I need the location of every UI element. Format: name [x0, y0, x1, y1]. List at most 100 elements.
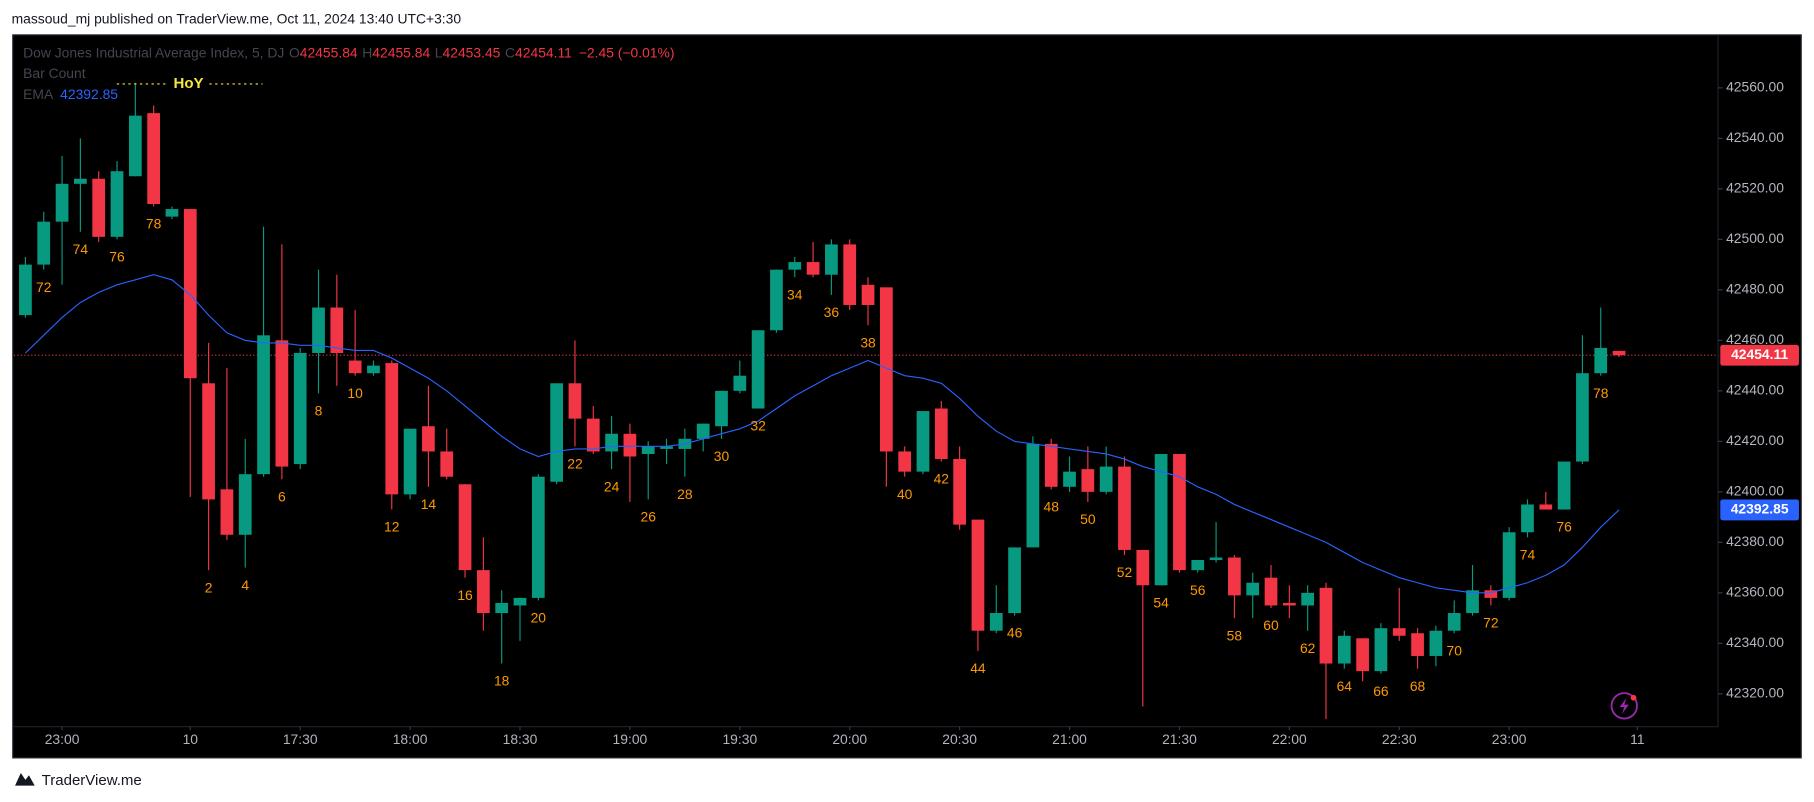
candle-body	[1594, 347, 1608, 374]
y-tick-label: 42380.00	[1726, 533, 1784, 549]
candle-body	[92, 178, 106, 237]
candle-body	[1301, 592, 1315, 606]
bar-count-label: 38	[860, 334, 876, 350]
candle-body	[1246, 582, 1260, 596]
candle-body	[550, 383, 563, 482]
candle-body	[1484, 590, 1498, 598]
bar-count-label: 70	[1446, 642, 1462, 658]
chart-panel	[12, 34, 1802, 759]
candle-body	[1374, 628, 1388, 672]
y-tick-label: 42440.00	[1726, 382, 1784, 398]
candle-body	[586, 418, 600, 452]
candle-body	[513, 597, 527, 606]
candle-body	[238, 474, 252, 535]
candle-body	[843, 244, 857, 306]
bar-count-label: 72	[1483, 615, 1499, 631]
bar-count-label: 10	[347, 385, 363, 401]
legend-ema-name: EMA	[23, 86, 54, 102]
x-tick-label: 20:30	[942, 731, 977, 747]
candle-body	[1044, 443, 1058, 487]
bar-count-label: 50	[1080, 511, 1096, 527]
candle-body	[110, 171, 124, 237]
candle-body	[1337, 635, 1351, 664]
x-tick-label: 23:00	[1492, 731, 1527, 747]
candle-body	[1557, 461, 1571, 510]
candle-body	[367, 365, 380, 374]
price-tag-close-text: 42454.11	[1731, 346, 1788, 362]
legend-bar-count: Bar Count	[23, 65, 86, 81]
candle-body	[623, 433, 637, 457]
bar-count-label: 46	[1007, 625, 1023, 641]
bar-count-label: 4	[241, 577, 249, 593]
bar-count-label: 20	[531, 610, 547, 626]
bar-count-label: 64	[1337, 678, 1353, 694]
candle-body	[1191, 560, 1205, 571]
bar-count-label: 8	[315, 403, 323, 419]
bar-count-label: 22	[567, 456, 583, 472]
candle-body	[770, 269, 783, 331]
candle-body	[1539, 504, 1553, 510]
x-tick-label: 18:30	[503, 731, 538, 747]
bar-count-label: 44	[970, 660, 986, 676]
price-tag-ema-text: 42392.85	[1731, 501, 1789, 517]
candle-body	[898, 451, 912, 472]
bar-count-label: 40	[897, 486, 913, 502]
legend-close-key: C	[505, 44, 515, 60]
candle-body	[403, 428, 417, 495]
legend-low-key: L	[435, 44, 443, 60]
y-tick-label: 42320.00	[1726, 685, 1784, 701]
x-tick-label: 22:00	[1272, 731, 1307, 747]
candle-body	[128, 115, 142, 177]
footer-brand: TraderView.me	[42, 772, 142, 789]
candle-body	[788, 262, 802, 270]
candle-body	[74, 178, 87, 184]
candle-body	[971, 519, 985, 631]
candle-body	[660, 446, 673, 449]
candle-body	[37, 221, 51, 265]
candle-body	[1136, 549, 1150, 586]
legend-high-value: 42455.84	[372, 44, 430, 60]
y-tick-label: 42480.00	[1726, 281, 1784, 297]
hoy-label: HoY	[174, 75, 204, 92]
candle-body	[568, 383, 582, 419]
candle-body	[422, 426, 435, 452]
candle-body	[1612, 350, 1626, 356]
y-tick-label: 42560.00	[1726, 79, 1784, 95]
bar-count-label: 74	[73, 241, 89, 257]
x-tick-label: 21:00	[1052, 731, 1087, 747]
candle-body	[1356, 638, 1369, 672]
bar-count-label: 2	[205, 579, 213, 595]
x-tick-label: 11	[1630, 731, 1645, 747]
legend-low-value: 42453.45	[443, 44, 501, 60]
candle-body	[1118, 466, 1131, 550]
y-tick-label: 42360.00	[1726, 584, 1784, 600]
bar-count-label: 74	[1520, 546, 1536, 562]
bar-count-label: 30	[714, 448, 730, 464]
alert-ring[interactable]	[1610, 692, 1638, 720]
x-tick-label: 23:00	[45, 731, 80, 747]
candle-body	[879, 287, 893, 452]
candle-body	[220, 489, 234, 535]
candle-body	[165, 209, 179, 217]
candle-body	[458, 484, 472, 571]
candle-body	[312, 307, 325, 353]
alert-dot[interactable]	[1630, 694, 1637, 701]
y-tick-label: 42500.00	[1726, 230, 1784, 246]
candle-body	[183, 209, 197, 379]
bar-count-label: 76	[109, 249, 125, 265]
legend-change: −2.45 (−0.01%)	[579, 44, 675, 60]
candle-body	[751, 330, 765, 409]
y-tick-label: 42340.00	[1726, 634, 1784, 650]
candle-body	[1264, 577, 1278, 606]
candle-body	[715, 390, 728, 427]
bar-count-label: 16	[457, 587, 473, 603]
candle-body	[1576, 373, 1589, 462]
bar-count-label: 36	[824, 304, 840, 320]
alert-bolt[interactable]	[1619, 697, 1629, 714]
candle-body	[1319, 587, 1333, 664]
alert-icon[interactable]	[1610, 692, 1638, 720]
candle-body	[1081, 469, 1095, 492]
candle-body	[477, 570, 490, 614]
